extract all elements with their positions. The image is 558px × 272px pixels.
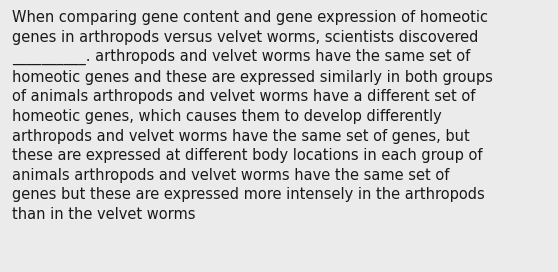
Text: When comparing gene content and gene expression of homeotic
genes in arthropods : When comparing gene content and gene exp… [12, 10, 493, 222]
